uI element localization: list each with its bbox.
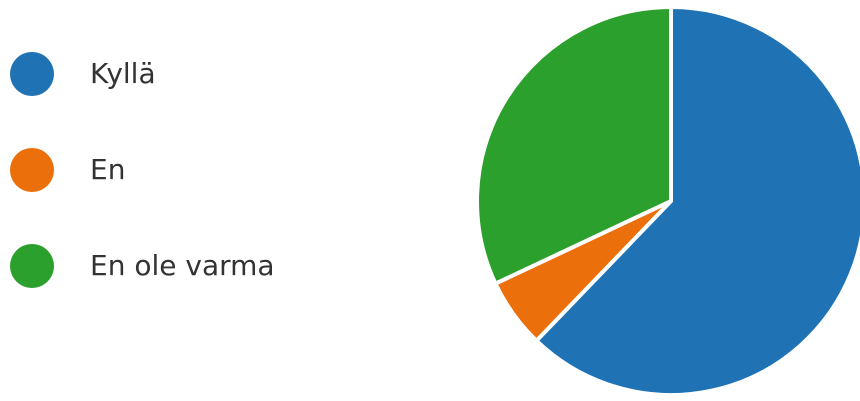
legend-label: En ole varma bbox=[90, 249, 275, 282]
legend-swatch-icon bbox=[10, 148, 54, 192]
pie-slice-kyll- bbox=[534, 5, 860, 397]
legend-label: Kyllä bbox=[90, 57, 156, 90]
legend-swatch-icon bbox=[10, 244, 54, 288]
legend-item-kylla: Kyllä bbox=[10, 50, 275, 98]
legend-item-en: En bbox=[10, 146, 275, 194]
legend-item-en-ole-varma: En ole varma bbox=[10, 242, 275, 290]
legend-label: En bbox=[90, 153, 126, 186]
legend-swatch-icon bbox=[10, 52, 54, 96]
pie-slice-en-ole-varma bbox=[475, 5, 673, 286]
chart-legend: Kyllä En En ole varma bbox=[10, 50, 275, 290]
